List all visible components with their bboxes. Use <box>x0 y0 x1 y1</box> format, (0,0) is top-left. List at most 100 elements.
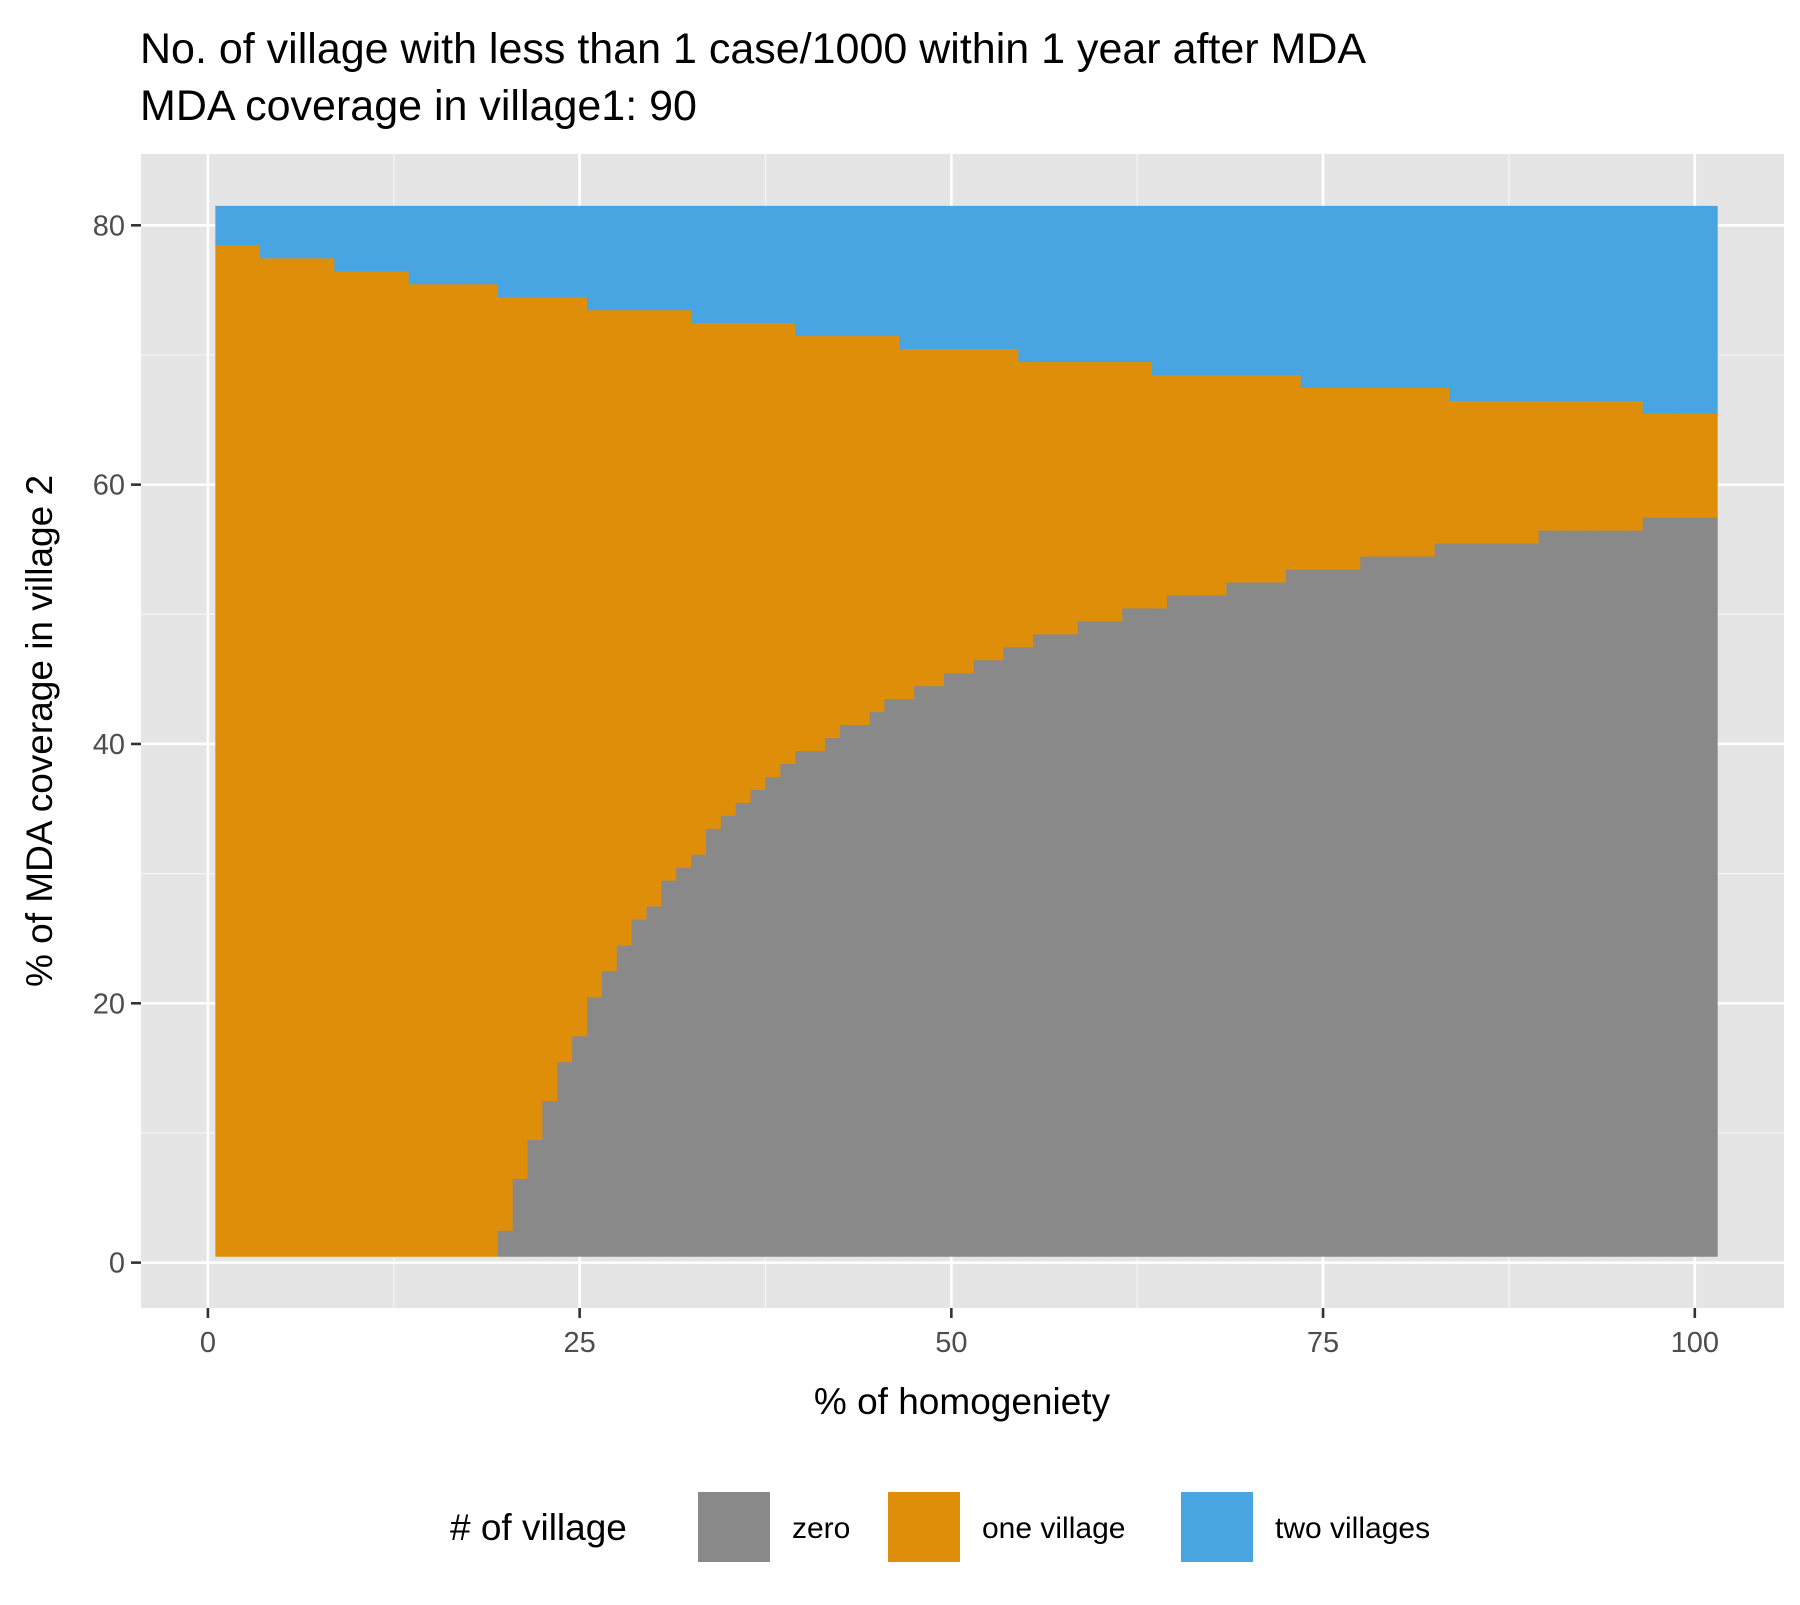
tile-one-village <box>1479 400 1495 544</box>
tile-zero <box>1033 633 1049 1257</box>
tile-two-villages <box>824 205 841 337</box>
tile-one-village <box>988 348 1004 661</box>
tile-two-villages <box>1033 205 1049 363</box>
tile-one-village <box>1166 374 1183 596</box>
axis-layer: 0 25 50 75 100 0 20 40 60 80 <box>93 210 1719 1359</box>
tile-zero <box>1003 646 1019 1257</box>
tile-two-villages <box>1523 205 1540 401</box>
tile-two-villages <box>988 205 1004 350</box>
tile-zero <box>958 672 975 1257</box>
tile-two-villages <box>1122 205 1138 363</box>
tile-zero <box>929 685 945 1257</box>
tile-one-village <box>408 283 425 1257</box>
tile-zero <box>750 789 767 1257</box>
tile-two-villages <box>765 205 781 324</box>
legend-label-one-village: one village <box>982 1512 1125 1545</box>
tile-two-villages <box>720 205 737 324</box>
tile-zero <box>1494 542 1510 1257</box>
tile-zero <box>1523 542 1540 1257</box>
tile-one-village <box>423 283 439 1257</box>
tile-two-villages <box>1300 205 1317 388</box>
y-tick-label: 60 <box>93 470 125 502</box>
tile-two-villages <box>1494 205 1510 401</box>
tile-zero <box>1241 581 1257 1257</box>
tile-zero <box>1152 607 1168 1257</box>
tile-zero <box>914 685 930 1257</box>
tile-two-villages <box>334 205 350 272</box>
tile-two-villages <box>259 205 276 259</box>
y-axis-label: % of MDA coverage in village 2 <box>19 475 60 987</box>
tile-two-villages <box>1256 205 1272 376</box>
tile-two-villages <box>1226 205 1242 376</box>
tile-zero <box>1315 568 1332 1257</box>
tile-two-villages <box>1137 205 1153 363</box>
tile-zero <box>824 737 841 1257</box>
tile-two-villages <box>1077 205 1094 363</box>
tile-two-villages <box>378 205 395 272</box>
tile-zero <box>795 750 811 1257</box>
tile-one-village <box>1598 400 1614 531</box>
tile-one-village <box>1241 374 1257 583</box>
tile-one-village <box>349 270 365 1257</box>
tile-two-villages <box>958 205 975 350</box>
tile-two-villages <box>527 205 544 298</box>
tile-one-village <box>691 322 707 855</box>
tile-two-villages <box>1152 205 1168 376</box>
tile-zero <box>884 698 900 1257</box>
tile-one-village <box>482 283 499 1257</box>
tile-zero <box>1092 620 1109 1257</box>
tile-one-village <box>1256 374 1272 583</box>
tile-zero <box>1137 607 1153 1257</box>
tile-one-village <box>393 270 410 1257</box>
tile-zero <box>1062 633 1079 1257</box>
tile-zero <box>854 724 871 1257</box>
tile-one-village <box>869 335 886 713</box>
tile-one-village <box>661 309 677 881</box>
tile-two-villages <box>1508 205 1525 401</box>
tile-zero <box>780 763 796 1257</box>
tile-zero <box>1538 530 1555 1257</box>
tile-two-villages <box>1018 205 1034 363</box>
tile-two-villages <box>274 205 291 259</box>
tile-zero <box>1389 555 1406 1257</box>
tile-two-villages <box>691 205 707 324</box>
tile-one-village <box>334 270 350 1257</box>
tile-two-villages <box>438 205 454 285</box>
x-axis-label: % of homogeniety <box>814 1381 1111 1422</box>
tile-zero <box>1077 620 1094 1257</box>
tile-two-villages <box>899 205 915 350</box>
tile-one-village <box>720 322 737 816</box>
tile-one-village <box>557 296 573 1063</box>
tile-zero <box>572 1035 588 1257</box>
tile-two-villages <box>1360 205 1376 388</box>
tile-zero <box>542 1100 558 1257</box>
tile-one-village <box>215 244 231 1257</box>
tile-two-villages <box>973 205 990 350</box>
tile-zero <box>1181 594 1198 1257</box>
tile-zero <box>1360 555 1376 1257</box>
tile-two-villages <box>616 205 633 311</box>
tile-zero <box>1018 646 1034 1257</box>
tile-two-villages <box>1375 205 1391 388</box>
tile-two-villages <box>1702 205 1718 414</box>
tile-two-villages <box>1062 205 1079 363</box>
x-tick-label: 50 <box>935 1327 967 1359</box>
tile-one-village <box>1181 374 1198 596</box>
tile-one-village <box>1642 413 1659 518</box>
tile-two-villages <box>943 205 960 350</box>
tile-two-villages <box>854 205 871 337</box>
legend-label-zero: zero <box>792 1512 850 1545</box>
tile-zero <box>899 698 915 1257</box>
tile-two-villages <box>646 205 663 311</box>
tile-two-villages <box>1672 205 1688 414</box>
tile-one-village <box>527 296 544 1141</box>
tile-one-village <box>1419 387 1436 557</box>
tile-one-village <box>319 257 335 1257</box>
tile-two-villages <box>1285 205 1302 376</box>
tile-two-villages <box>1211 205 1228 376</box>
tile-zero <box>1166 594 1183 1257</box>
tile-one-village <box>780 322 796 765</box>
tile-zero <box>1226 581 1242 1257</box>
